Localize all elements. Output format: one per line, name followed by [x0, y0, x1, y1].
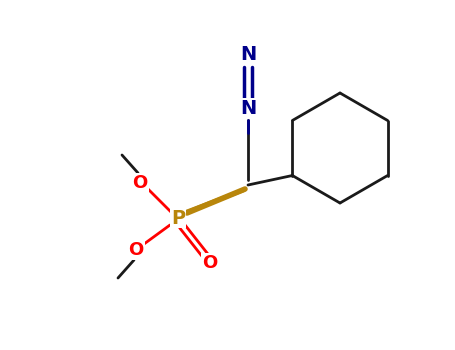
Text: N: N: [240, 98, 256, 118]
Text: O: O: [128, 241, 144, 259]
Text: O: O: [202, 254, 217, 272]
Text: O: O: [132, 174, 147, 192]
Text: P: P: [171, 209, 185, 228]
Text: N: N: [240, 46, 256, 64]
